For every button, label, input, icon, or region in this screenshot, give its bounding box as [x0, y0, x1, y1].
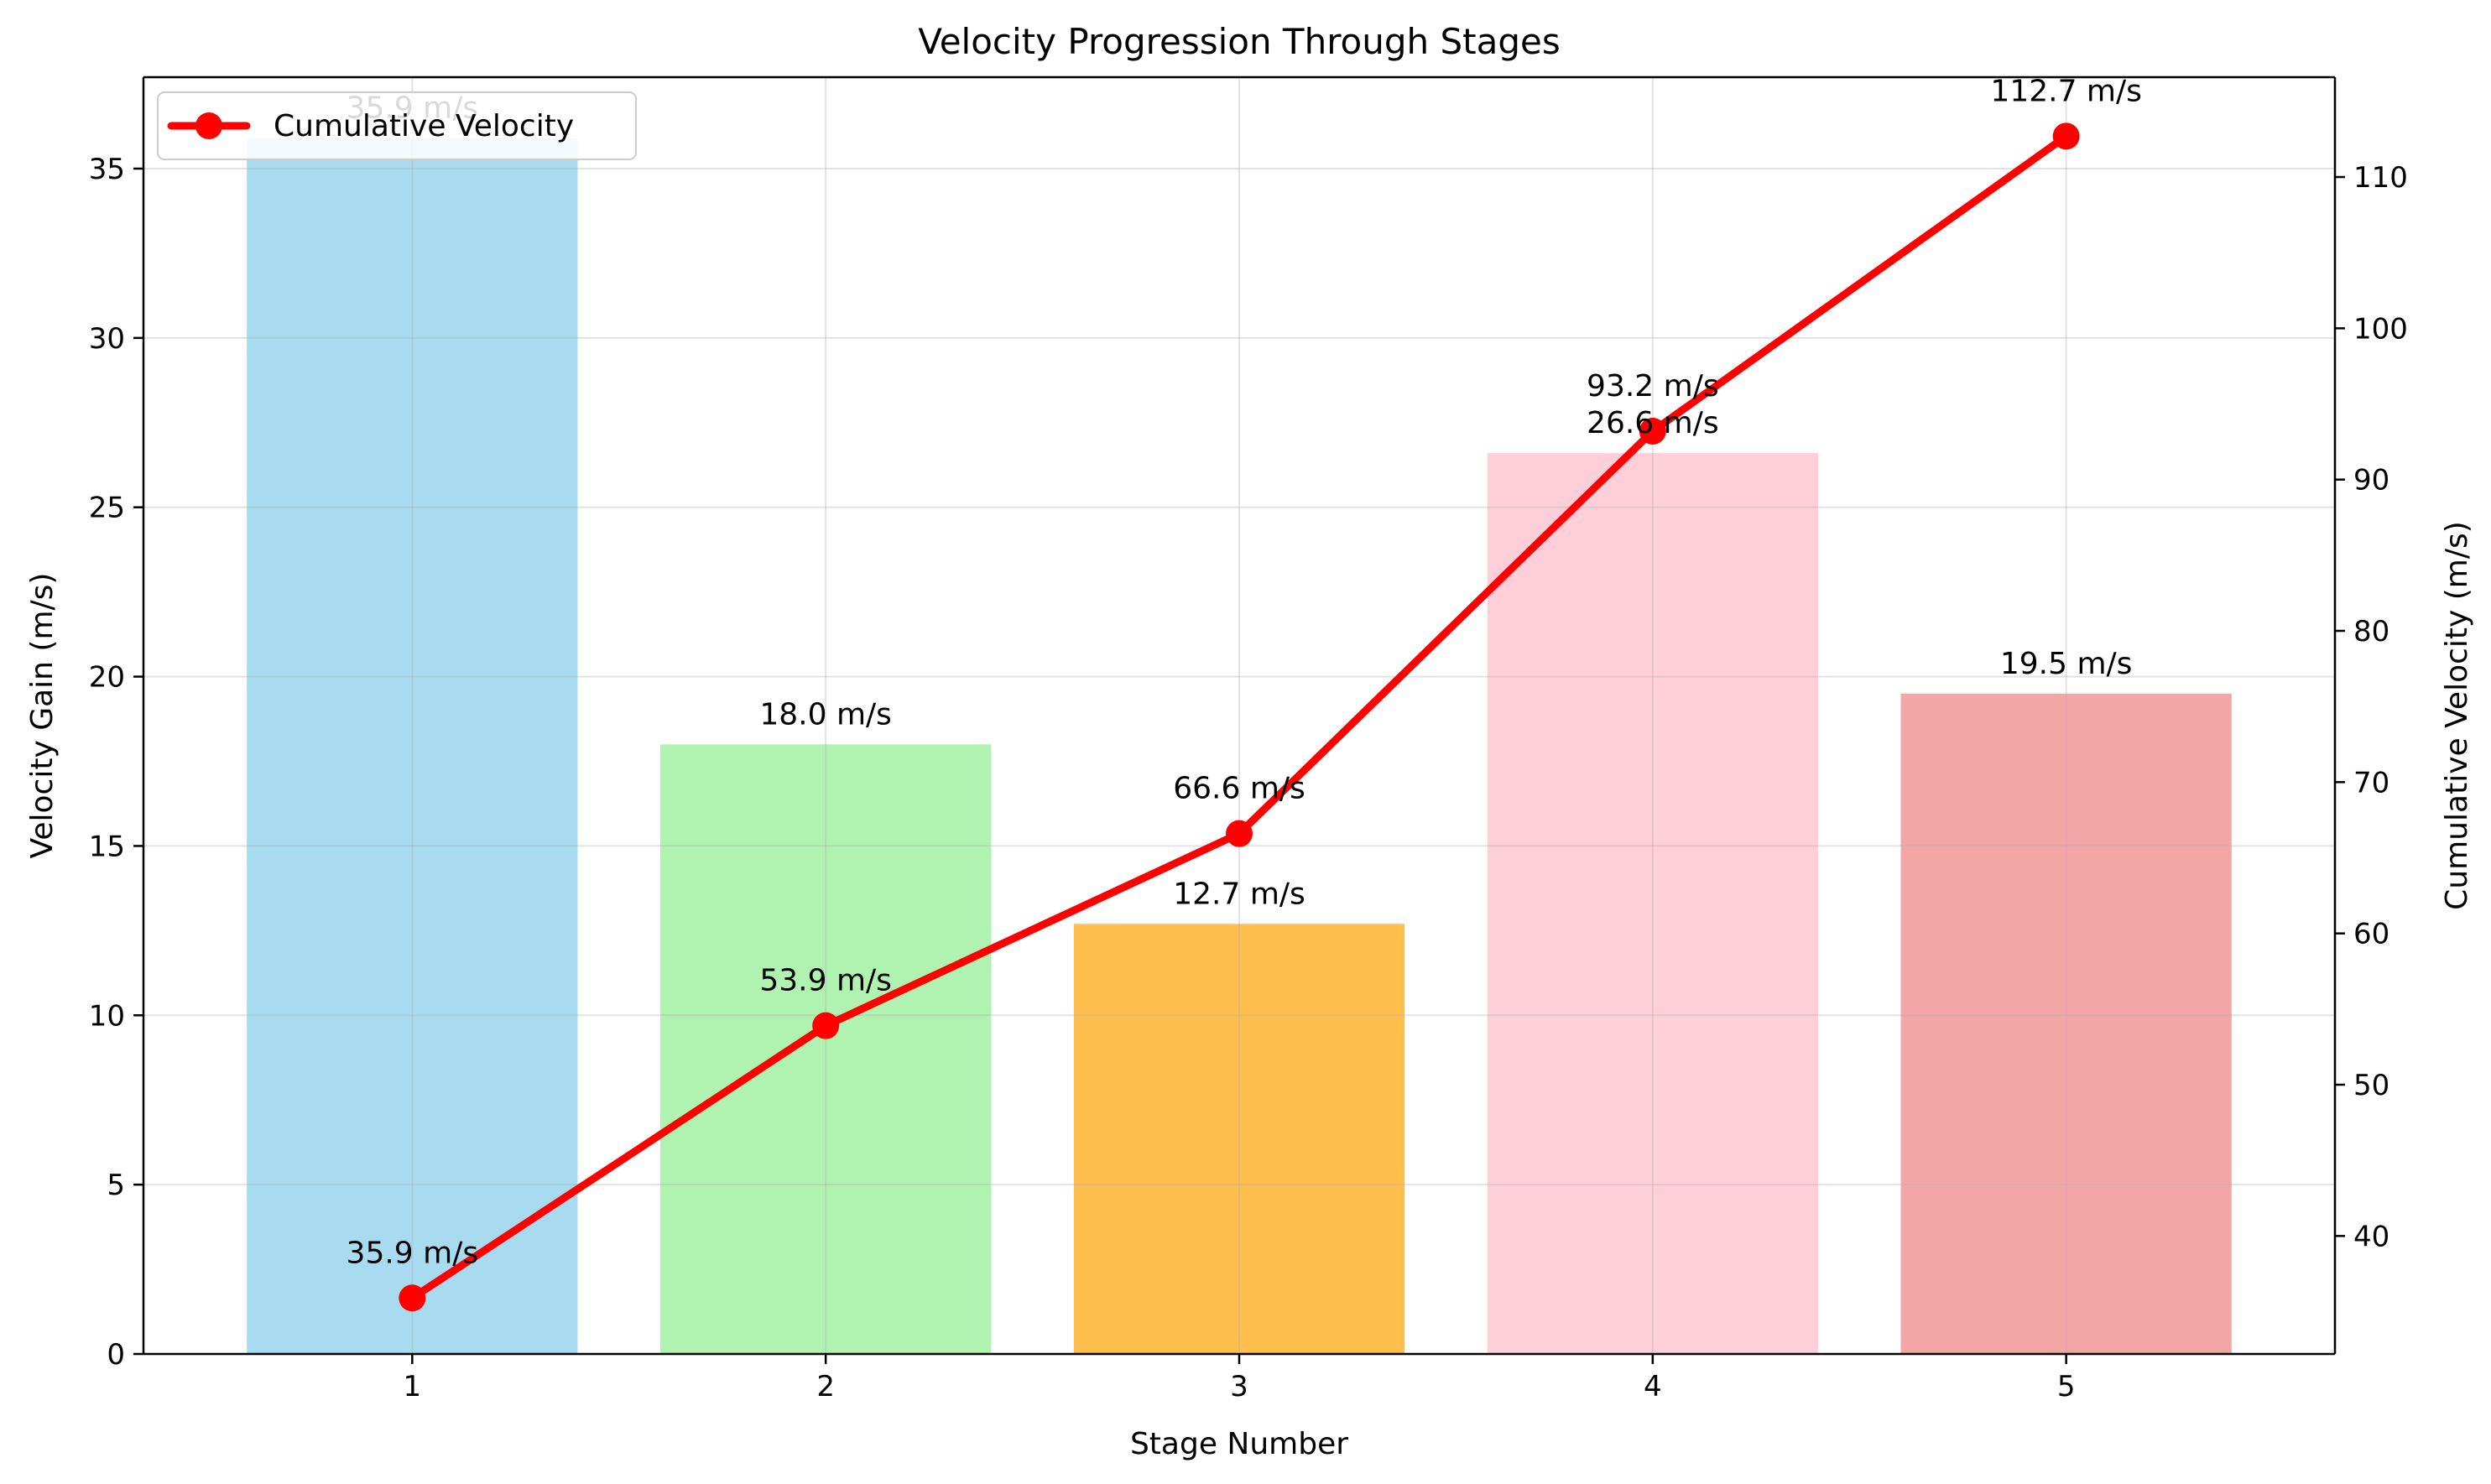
y-right-tick-label: 80	[2353, 615, 2389, 648]
cumulative-point-stage-1	[399, 1284, 426, 1312]
bars	[247, 138, 2232, 1354]
bar-stage-3	[1073, 924, 1405, 1354]
cumulative-value-label-stage-4: 93.2 m/s	[1587, 369, 1719, 404]
chart-title: Velocity Progression Through Stages	[918, 21, 1561, 62]
bar-stage-4	[1487, 453, 1818, 1354]
y-right-tick-label: 100	[2353, 312, 2408, 346]
cumulative-point-stage-2	[812, 1012, 840, 1039]
bar-value-label-stage-5: 19.5 m/s	[2000, 647, 2133, 681]
y-right-tick-label: 110	[2353, 161, 2408, 195]
cumulative-value-label-stage-1: 35.9 m/s	[347, 1236, 479, 1270]
legend-marker-swatch	[195, 112, 222, 139]
data-labels: 35.9 m/s 18.0 m/s 12.7 m/s 26.6 m/s 19.5 m/s…	[347, 74, 2142, 1270]
y-left-tick-label: 0	[107, 1338, 125, 1372]
y-left-tick-label: 20	[89, 661, 125, 695]
legend: Cumulative Velocity	[157, 91, 637, 160]
y-left-tick-label: 35	[89, 153, 125, 186]
y-right-tick-label: 70	[2353, 766, 2389, 799]
bar-stage-2	[660, 744, 992, 1354]
y-axis-right-label: Cumulative Velocity (m/s)	[2440, 521, 2474, 910]
grid	[143, 77, 2335, 1355]
y-right-tick-label: 50	[2353, 1069, 2389, 1102]
bar-stage-5	[1900, 693, 2232, 1354]
cumulative-value-label-stage-5: 112.7 m/s	[1990, 74, 2141, 108]
cumulative-line	[399, 122, 2080, 1312]
bar-value-label-stage-2: 18.0 m/s	[759, 697, 892, 732]
x-axis-label: Stage Number	[1130, 1427, 1348, 1461]
bar-value-label-stage-3: 12.7 m/s	[1173, 877, 1305, 911]
cumulative-point-stage-4	[1639, 417, 1666, 445]
y-left-tick-label: 10	[89, 999, 125, 1033]
legend-box	[157, 91, 637, 160]
legend-label-cumulative-velocity: Cumulative Velocity	[274, 109, 574, 143]
y-right-tick-label: 90	[2353, 464, 2389, 497]
cumulative-point-stage-5	[2052, 122, 2080, 150]
x-tick-label: 5	[2057, 1370, 2076, 1403]
y-right-tick-label: 60	[2353, 918, 2389, 951]
cumulative-value-label-stage-2: 53.9 m/s	[759, 964, 892, 998]
y-left-tick-label: 5	[107, 1169, 125, 1202]
bar-value-label-stage-4: 26.6 m/s	[1587, 406, 1719, 440]
x-tick-label: 1	[404, 1370, 422, 1403]
x-tick-label: 2	[816, 1370, 835, 1403]
cumulative-point-stage-3	[1226, 820, 1253, 847]
bar-stage-1	[247, 138, 578, 1354]
y-left-tick-label: 25	[89, 492, 125, 525]
y-right-tick-label: 40	[2353, 1220, 2389, 1253]
y-axis-left-label: Velocity Gain (m/s)	[25, 573, 60, 859]
x-tick-label: 4	[1644, 1370, 1662, 1403]
y-left-tick-label: 30	[89, 322, 125, 356]
x-tick-label: 3	[1230, 1370, 1248, 1403]
y-left-tick-label: 15	[89, 830, 125, 863]
cumulative-value-label-stage-3: 66.6 m/s	[1173, 772, 1305, 806]
